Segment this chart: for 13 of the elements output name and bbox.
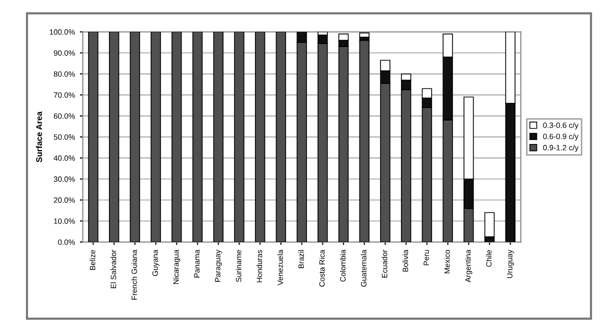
y-axis-title: Surface Area — [36, 111, 42, 162]
bar — [108, 32, 120, 242]
bar — [359, 40, 370, 242]
bar — [359, 32, 370, 38]
bar — [150, 32, 161, 242]
bar — [192, 32, 203, 242]
bar — [88, 32, 98, 242]
bar — [276, 32, 286, 242]
bar — [213, 32, 224, 242]
bar — [130, 32, 140, 242]
bar — [172, 32, 182, 242]
bar — [234, 32, 244, 242]
bar — [254, 32, 266, 242]
